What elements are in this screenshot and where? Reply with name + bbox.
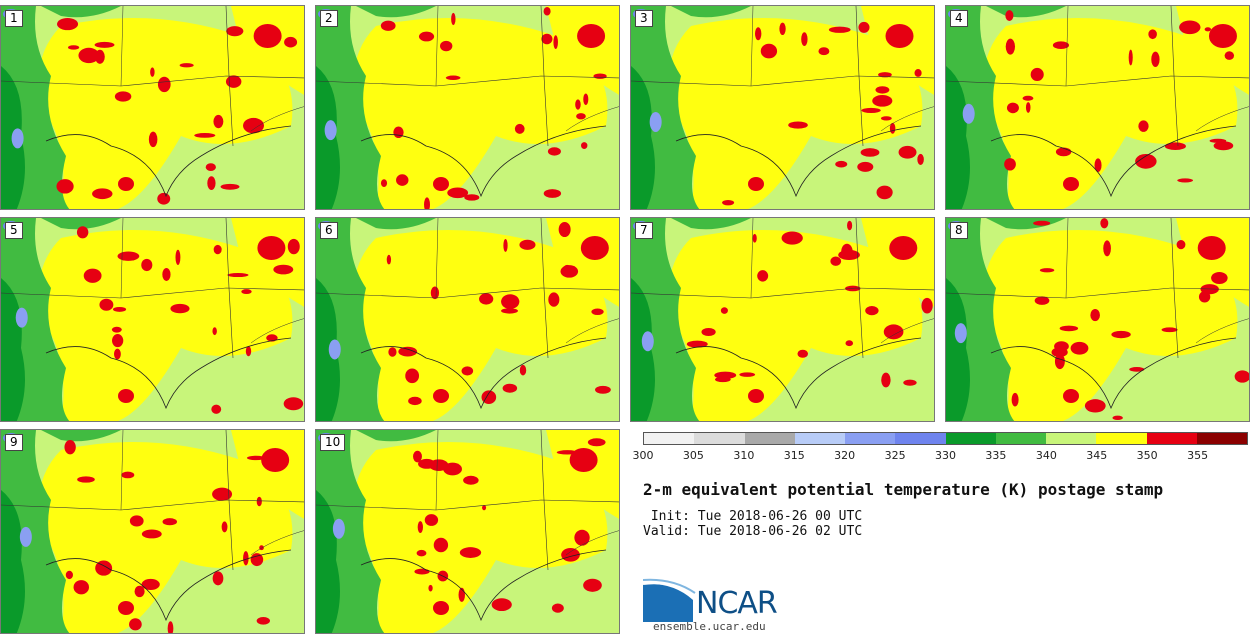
colorbar-bin-7: [995, 433, 1046, 444]
colorbar-bin-10: [1146, 433, 1197, 444]
colorbar-tick-label: 310: [733, 449, 755, 462]
colorbar-tick-label: 325: [884, 449, 906, 462]
member-panel-1: 1: [0, 5, 305, 210]
member-label: 2: [320, 10, 338, 27]
colorbar-tick-label: 305: [682, 449, 704, 462]
member-label: 6: [320, 222, 338, 239]
colorbar-tick-label: 320: [834, 449, 856, 462]
theta-e-map: [631, 6, 934, 209]
colorbar-tick-label: 300: [632, 449, 654, 462]
colorbar-bin-11: [1196, 433, 1247, 444]
colorbar-tick-label: 345: [1086, 449, 1108, 462]
figure-title: 2-m equivalent potential temperature (K)…: [643, 480, 1164, 499]
colorbar-tick-label: 350: [1136, 449, 1158, 462]
member-label: 5: [5, 222, 23, 239]
member-panel-4: 4: [945, 5, 1250, 210]
colorbar-tick-label: 335: [985, 449, 1007, 462]
member-label: 8: [950, 222, 968, 239]
colorbar-tick-label: 315: [783, 449, 805, 462]
theta-e-map: [316, 6, 619, 209]
colorbar-bin-8: [1046, 433, 1097, 444]
colorbar-bin-1: [694, 433, 745, 444]
colorbar-bin-3: [794, 433, 845, 444]
member-panel-7: 7: [630, 217, 935, 422]
colorbar-bin-9: [1096, 433, 1147, 444]
ncar-logo-icon: [643, 578, 696, 622]
member-label: 9: [5, 434, 23, 451]
member-label: 7: [635, 222, 653, 239]
colorbar: [643, 432, 1248, 445]
logo-wordmark: NCAR: [696, 586, 778, 621]
theta-e-map: [316, 430, 619, 633]
theta-e-map: [946, 218, 1249, 421]
colorbar-bin-6: [945, 433, 996, 444]
member-panel-10: 10: [315, 429, 620, 634]
valid-time: Valid: Tue 2018-06-26 02 UTC: [643, 524, 863, 539]
init-time: Init: Tue 2018-06-26 00 UTC: [643, 509, 863, 524]
theta-e-map: [1, 218, 304, 421]
member-label: 3: [635, 10, 653, 27]
member-label: 10: [320, 434, 346, 451]
member-panel-3: 3: [630, 5, 935, 210]
member-label: 4: [950, 10, 968, 27]
colorbar-tick-label: 355: [1187, 449, 1209, 462]
member-label: 1: [5, 10, 23, 27]
colorbar-bin-4: [845, 433, 896, 444]
member-panel-2: 2: [315, 5, 620, 210]
member-panel-6: 6: [315, 217, 620, 422]
site-url: ensemble.ucar.edu: [653, 620, 766, 633]
colorbar-ticks: 300 305 310 315 320 325 330 335 340 345 350 355: [633, 449, 1248, 465]
member-panel-5: 5: [0, 217, 305, 422]
member-panel-9: 9: [0, 429, 305, 634]
theta-e-map: [1, 6, 304, 209]
theta-e-map: [631, 218, 934, 421]
theta-e-map: [316, 218, 619, 421]
theta-e-map: [946, 6, 1249, 209]
colorbar-tick-label: 340: [1035, 449, 1057, 462]
colorbar-bin-5: [895, 433, 946, 444]
member-panel-8: 8: [945, 217, 1250, 422]
theta-e-map: [1, 430, 304, 633]
colorbar-bin-2: [744, 433, 795, 444]
colorbar-bin-0: [644, 433, 695, 444]
colorbar-tick-label: 330: [935, 449, 956, 462]
